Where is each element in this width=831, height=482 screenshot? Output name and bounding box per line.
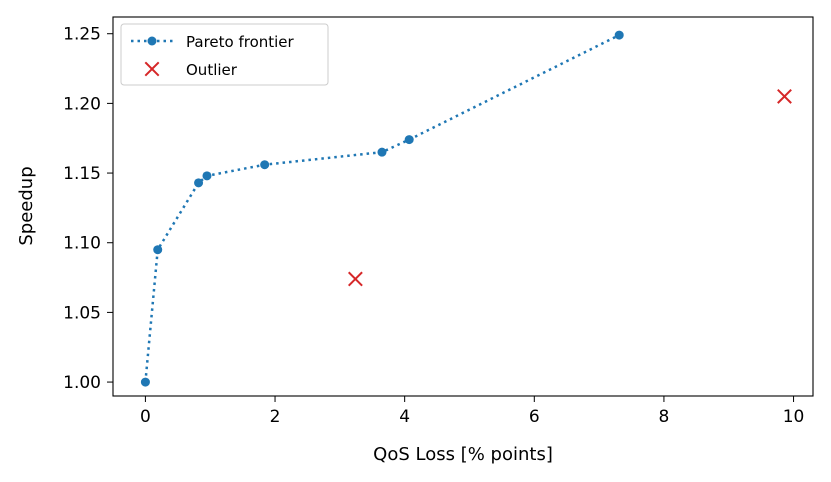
x-tick-label: 2 (270, 407, 281, 427)
y-axis-label: Speedup (16, 166, 37, 245)
y-tick-label: 1.15 (63, 164, 101, 184)
legend-label-outlier: Outlier (186, 61, 238, 79)
y-tick-label: 1.10 (63, 234, 101, 254)
y-axis: 1.00 1.05 1.10 1.15 1.20 1.25 (63, 25, 113, 393)
pareto-point (377, 147, 387, 157)
pareto-point (260, 160, 270, 170)
x-tick-label: 6 (529, 407, 540, 427)
legend: Pareto frontier Outlier (120, 23, 329, 86)
legend-swatch-pareto-marker (147, 36, 157, 46)
pareto-point (614, 30, 624, 40)
pareto-point (194, 178, 204, 188)
legend-swatch-outlier-marker (144, 61, 160, 77)
legend-box (120, 23, 329, 86)
x-tick-label: 4 (399, 407, 410, 427)
x-tick-label: 0 (140, 407, 151, 427)
y-tick-label: 1.20 (63, 94, 101, 114)
x-tick-label: 8 (659, 407, 670, 427)
y-tick-label: 1.05 (63, 303, 101, 323)
pareto-point (202, 171, 212, 181)
pareto-point (140, 377, 150, 387)
pareto-frontier-line (144, 33, 620, 383)
x-axis: 0 2 4 6 8 10 (140, 396, 804, 427)
outlier-point (777, 89, 792, 104)
y-tick-label: 1.00 (63, 373, 101, 393)
outlier-point (347, 271, 363, 287)
x-tick-label: 10 (783, 407, 805, 427)
pareto-point (153, 245, 163, 255)
x-axis-label: QoS Loss [% points] (373, 444, 553, 465)
y-tick-label: 1.25 (63, 25, 101, 45)
pareto-point (404, 135, 414, 145)
series-layer (140, 30, 792, 387)
legend-label-pareto: Pareto frontier (186, 33, 295, 51)
